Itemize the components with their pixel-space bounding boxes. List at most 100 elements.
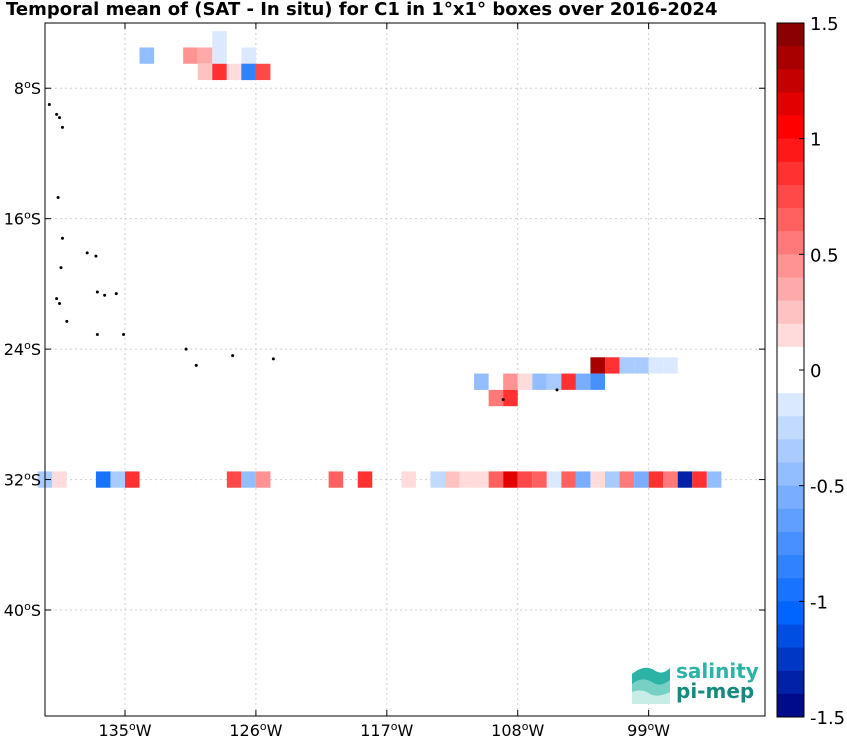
salinity-pimep-logo: salinity pi-mep [628, 659, 759, 708]
colorbar-segment [777, 23, 804, 47]
island-mark [555, 388, 559, 392]
heatmap-cell [692, 471, 707, 488]
island-mark [114, 292, 118, 296]
heatmap-cell [474, 471, 489, 488]
colorbar-tick-label: 0.5 [810, 245, 839, 266]
colorbar-segment [777, 184, 804, 209]
island-mark [55, 297, 59, 301]
heatmap-cell [634, 471, 649, 488]
x-tick-label: 108oW [491, 720, 544, 740]
colorbar-segment [777, 555, 804, 579]
island-mark [60, 236, 64, 240]
colorbar-segment [777, 693, 804, 718]
colorbar-segment [777, 601, 804, 625]
y-tick-label: 24oS [4, 339, 41, 359]
island-mark [95, 290, 99, 294]
island-mark [59, 266, 63, 270]
heatmap-cell [503, 471, 518, 488]
heatmap-cell [401, 471, 416, 488]
heatmap-cell [706, 471, 722, 488]
island-mark [95, 332, 99, 336]
heatmap-cell [517, 471, 533, 488]
heatmap-cell [488, 389, 504, 407]
colorbar-segment [777, 393, 804, 417]
island-mark [194, 363, 198, 367]
island-mark [85, 251, 89, 255]
plot-frame [44, 22, 766, 717]
heatmap-cell [226, 471, 242, 488]
island-mark [58, 116, 62, 120]
heatmap-cell [445, 471, 460, 488]
island-mark [271, 357, 275, 361]
heatmap-cell [590, 357, 605, 374]
y-tick-label: 32oS [4, 470, 41, 490]
heatmap-cell [590, 471, 605, 488]
heatmap-cell [517, 373, 533, 390]
colorbar-tick-label: 1 [810, 130, 821, 151]
colorbar-tick-label: 1.5 [810, 14, 839, 35]
wave-logo-icon [632, 667, 670, 704]
colorbar-segment [777, 370, 804, 394]
island-mark [103, 293, 107, 297]
heatmap-cell [532, 471, 547, 488]
heatmap-cell [328, 471, 344, 488]
x-tick-label: 135oW [98, 720, 151, 740]
heatmap-cells [37, 31, 722, 488]
colorbar-segment [777, 670, 804, 695]
island-mark [47, 103, 51, 107]
colorbar-segment [777, 138, 804, 163]
x-axis-ticks: 135oW 126oW 117oW 108oW 99oW [98, 23, 670, 740]
colorbar-segment [777, 300, 804, 325]
heatmap-cell [110, 471, 125, 488]
logo-text-pimep: pi-mep [676, 679, 755, 703]
y-axis-ticks: 8oS 16oS 24oS 32oS 40oS [4, 78, 765, 620]
heatmap-cell [561, 373, 576, 390]
heatmap-cell [648, 357, 664, 374]
land-masses [47, 103, 559, 402]
heatmap-cell [459, 471, 475, 488]
heatmap-cell [634, 357, 649, 374]
colorbar-segment [777, 92, 804, 117]
colorbar-tick-label: -1 [810, 592, 828, 613]
colorbar-segment [777, 346, 804, 371]
colorbar-segment [777, 231, 804, 255]
heatmap-cell [677, 471, 693, 488]
heatmap-cell [546, 471, 562, 488]
heatmap-cell [663, 357, 678, 374]
colorbar-ticks: 1.5 1 0.5 0 -0.5 -1 -1.5 [799, 14, 845, 729]
heatmap-cell [197, 63, 213, 81]
heatmap-cell [357, 471, 373, 488]
colorbar-segment [777, 277, 804, 302]
x-tick-label: 117oW [360, 720, 413, 740]
heatmap-cell [241, 47, 256, 64]
colorbar-segment [777, 647, 804, 672]
heatmap-cell [575, 373, 591, 390]
heatmap-cell [532, 373, 547, 390]
colorbar-segment [777, 323, 804, 348]
y-tick-label: 40oS [4, 600, 41, 620]
heatmap-cell [648, 471, 664, 488]
heatmap-cell [255, 471, 271, 488]
colorbar-segment [777, 416, 804, 440]
heatmap-cell [488, 471, 504, 488]
island-mark [58, 301, 62, 305]
colorbar-segment [777, 161, 804, 186]
logo-text-salinity: salinity [676, 659, 759, 683]
heatmap-cell [197, 47, 213, 64]
heatmap-cell [212, 47, 227, 64]
colorbar-segment [777, 485, 804, 510]
colorbar-tick-label: -1.5 [810, 708, 845, 729]
colorbar-segment [777, 69, 804, 93]
heatmap-cell [619, 471, 635, 488]
heatmap-cell [663, 471, 678, 488]
heatmap-cell [503, 373, 518, 390]
heatmap-cell [212, 31, 227, 48]
island-mark [56, 195, 60, 199]
heatmap-cell [241, 63, 256, 81]
chart-title: Temporal mean of (SAT - In situ) for C1 … [6, 0, 718, 20]
island-mark [65, 319, 69, 323]
heatmap-cell [546, 373, 562, 390]
heatmap-cell [52, 471, 67, 488]
heatmap-cell [95, 471, 111, 488]
